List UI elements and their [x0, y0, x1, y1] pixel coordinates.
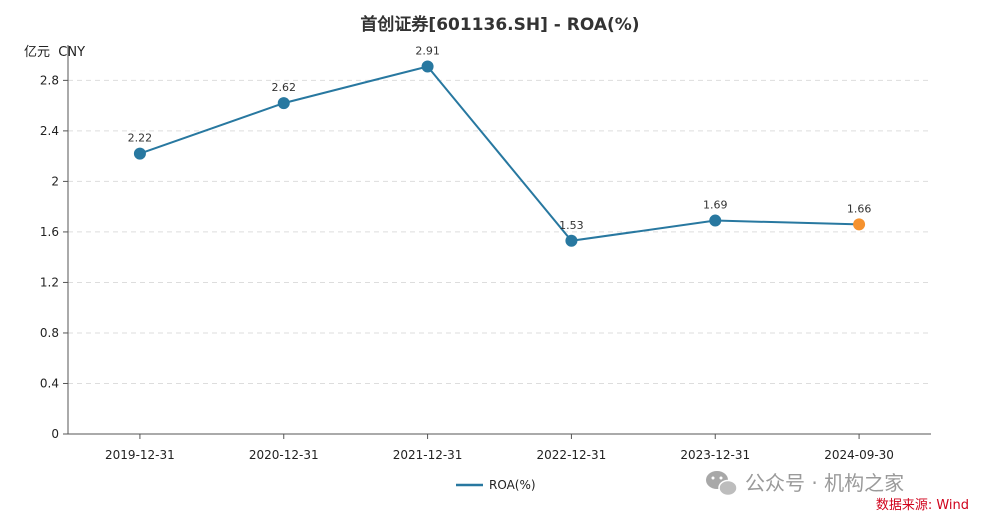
data-label: 2.62: [272, 81, 297, 94]
y-tick-label: 1.6: [40, 225, 59, 239]
data-source: 数据来源: Wind: [876, 498, 969, 513]
y-tick-label: 1.2: [40, 275, 59, 289]
y-tick-label: 0.8: [40, 326, 59, 340]
data-label: 2.91: [415, 44, 440, 57]
chart-title: 首创证券[601136.SH] - ROA(%): [360, 14, 639, 35]
x-tick-label: 2019-12-31: [105, 448, 175, 462]
legend-label-roa: ROA(%): [489, 478, 536, 492]
series-line-roa: [139, 65, 860, 242]
gridlines: [68, 79, 931, 384]
x-tick-label: 2020-12-31: [249, 448, 319, 462]
watermark-text: 公众号 · 机构之家: [745, 471, 904, 495]
data-point: [133, 147, 146, 160]
data-point: [853, 218, 866, 231]
y-tick-label: 2.4: [40, 124, 59, 138]
y-tick-label: 2.8: [40, 73, 59, 87]
y-tick-label: 0: [51, 427, 59, 441]
data-label: 1.69: [703, 199, 728, 212]
data-point: [709, 214, 722, 227]
data-point: [421, 60, 434, 73]
axes: 0 0.4 0.8 1.2 1.6 2 2.4 2.8 2019-12-31 2020-12-31…: [40, 45, 931, 462]
wechat-icon: [706, 471, 738, 497]
x-tick-label: 2022-12-31: [537, 448, 607, 462]
x-tick-label: 2021-12-31: [393, 448, 463, 462]
data-labels: 2.22 2.62 2.91 1.53 1.69 1.66: [128, 44, 872, 231]
data-point: [277, 97, 290, 110]
data-label: 1.66: [847, 202, 872, 215]
data-point: [565, 234, 578, 247]
x-tick-label: 2024-09-30: [824, 448, 894, 462]
data-label: 2.22: [128, 132, 153, 145]
watermark: 公众号 · 机构之家: [706, 471, 904, 497]
x-tick-label: 2023-12-31: [680, 448, 750, 462]
y-tick-label: 0.4: [40, 376, 59, 390]
y-axis-unit-label: 亿元 CNY: [24, 45, 85, 60]
y-tick-label: 2: [51, 174, 59, 188]
data-label: 1.53: [559, 219, 584, 232]
series-roa: [133, 60, 866, 247]
legend[interactable]: ROA(%): [456, 478, 536, 492]
